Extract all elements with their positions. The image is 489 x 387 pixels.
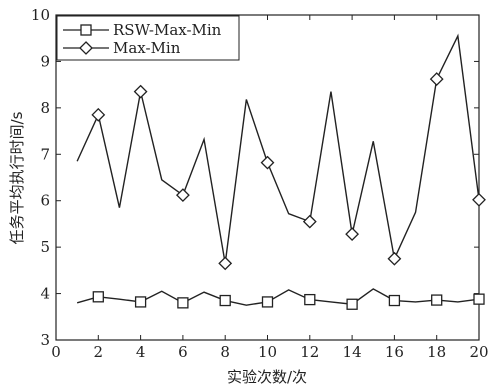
y-tick-label: 10 bbox=[31, 6, 50, 24]
x-tick-label: 12 bbox=[300, 343, 319, 361]
x-tick-label: 6 bbox=[178, 343, 188, 361]
x-tick-label: 10 bbox=[258, 343, 277, 361]
x-tick-label: 14 bbox=[343, 343, 362, 361]
y-tick-label: 8 bbox=[40, 99, 50, 117]
legend-label-rsw-max-min: RSW-Max-Min bbox=[113, 21, 222, 39]
y-tick-label: 4 bbox=[40, 285, 50, 303]
y-tick-label: 3 bbox=[40, 331, 50, 349]
data-point-max-min bbox=[175, 188, 190, 203]
x-tick-label: 0 bbox=[51, 343, 61, 361]
data-point-rsw-max-min bbox=[261, 296, 274, 308]
data-point-max-min bbox=[133, 84, 148, 99]
series-line-max-min bbox=[76, 33, 480, 264]
data-point-rsw-max-min bbox=[92, 291, 104, 303]
data-point-rsw-max-min bbox=[431, 294, 443, 306]
data-point-rsw-max-min bbox=[473, 293, 485, 305]
y-tick-label: 5 bbox=[40, 238, 50, 256]
data-point-rsw-max-min bbox=[134, 296, 147, 308]
data-point-max-min bbox=[345, 227, 360, 242]
y-tick-label: 7 bbox=[40, 145, 50, 163]
x-tick-label: 20 bbox=[469, 343, 488, 361]
data-point-rsw-max-min bbox=[219, 294, 231, 307]
x-axis: 0 2 4 6 8 10 12 14 16 18 20 bbox=[51, 15, 489, 361]
data-point-max-min bbox=[218, 256, 233, 271]
legend: RSW-Max-Min Max-Min bbox=[56, 15, 240, 61]
data-point-max-min bbox=[260, 155, 275, 170]
x-tick-label: 18 bbox=[427, 343, 446, 361]
data-point-max-min bbox=[91, 107, 106, 122]
data-point-rsw-max-min bbox=[177, 297, 189, 309]
data-point-rsw-max-min bbox=[304, 293, 316, 306]
data-point-max-min bbox=[387, 251, 402, 266]
x-axis-label: 实验次数/次 bbox=[227, 368, 307, 386]
x-tick-label: 2 bbox=[94, 343, 104, 361]
data-point-max-min bbox=[472, 192, 486, 207]
data-point-rsw-max-min bbox=[388, 294, 401, 307]
plot-area bbox=[55, 14, 480, 341]
legend-marker-square bbox=[80, 24, 92, 36]
data-point-max-min bbox=[302, 214, 317, 229]
legend-box bbox=[56, 15, 240, 61]
x-tick-label: 4 bbox=[136, 343, 146, 361]
y-tick-label: 9 bbox=[40, 52, 50, 70]
series-layer bbox=[76, 33, 486, 310]
data-point-rsw-max-min bbox=[346, 298, 358, 310]
x-tick-label: 8 bbox=[220, 343, 230, 361]
data-point-max-min bbox=[429, 72, 444, 86]
legend-label-max-min: Max-Min bbox=[113, 39, 181, 57]
y-axis-label: 任务平均执行时间/s bbox=[8, 111, 26, 244]
legend-marker-diamond bbox=[79, 41, 93, 55]
x-tick-label: 16 bbox=[385, 343, 404, 361]
y-tick-label: 6 bbox=[40, 192, 50, 210]
